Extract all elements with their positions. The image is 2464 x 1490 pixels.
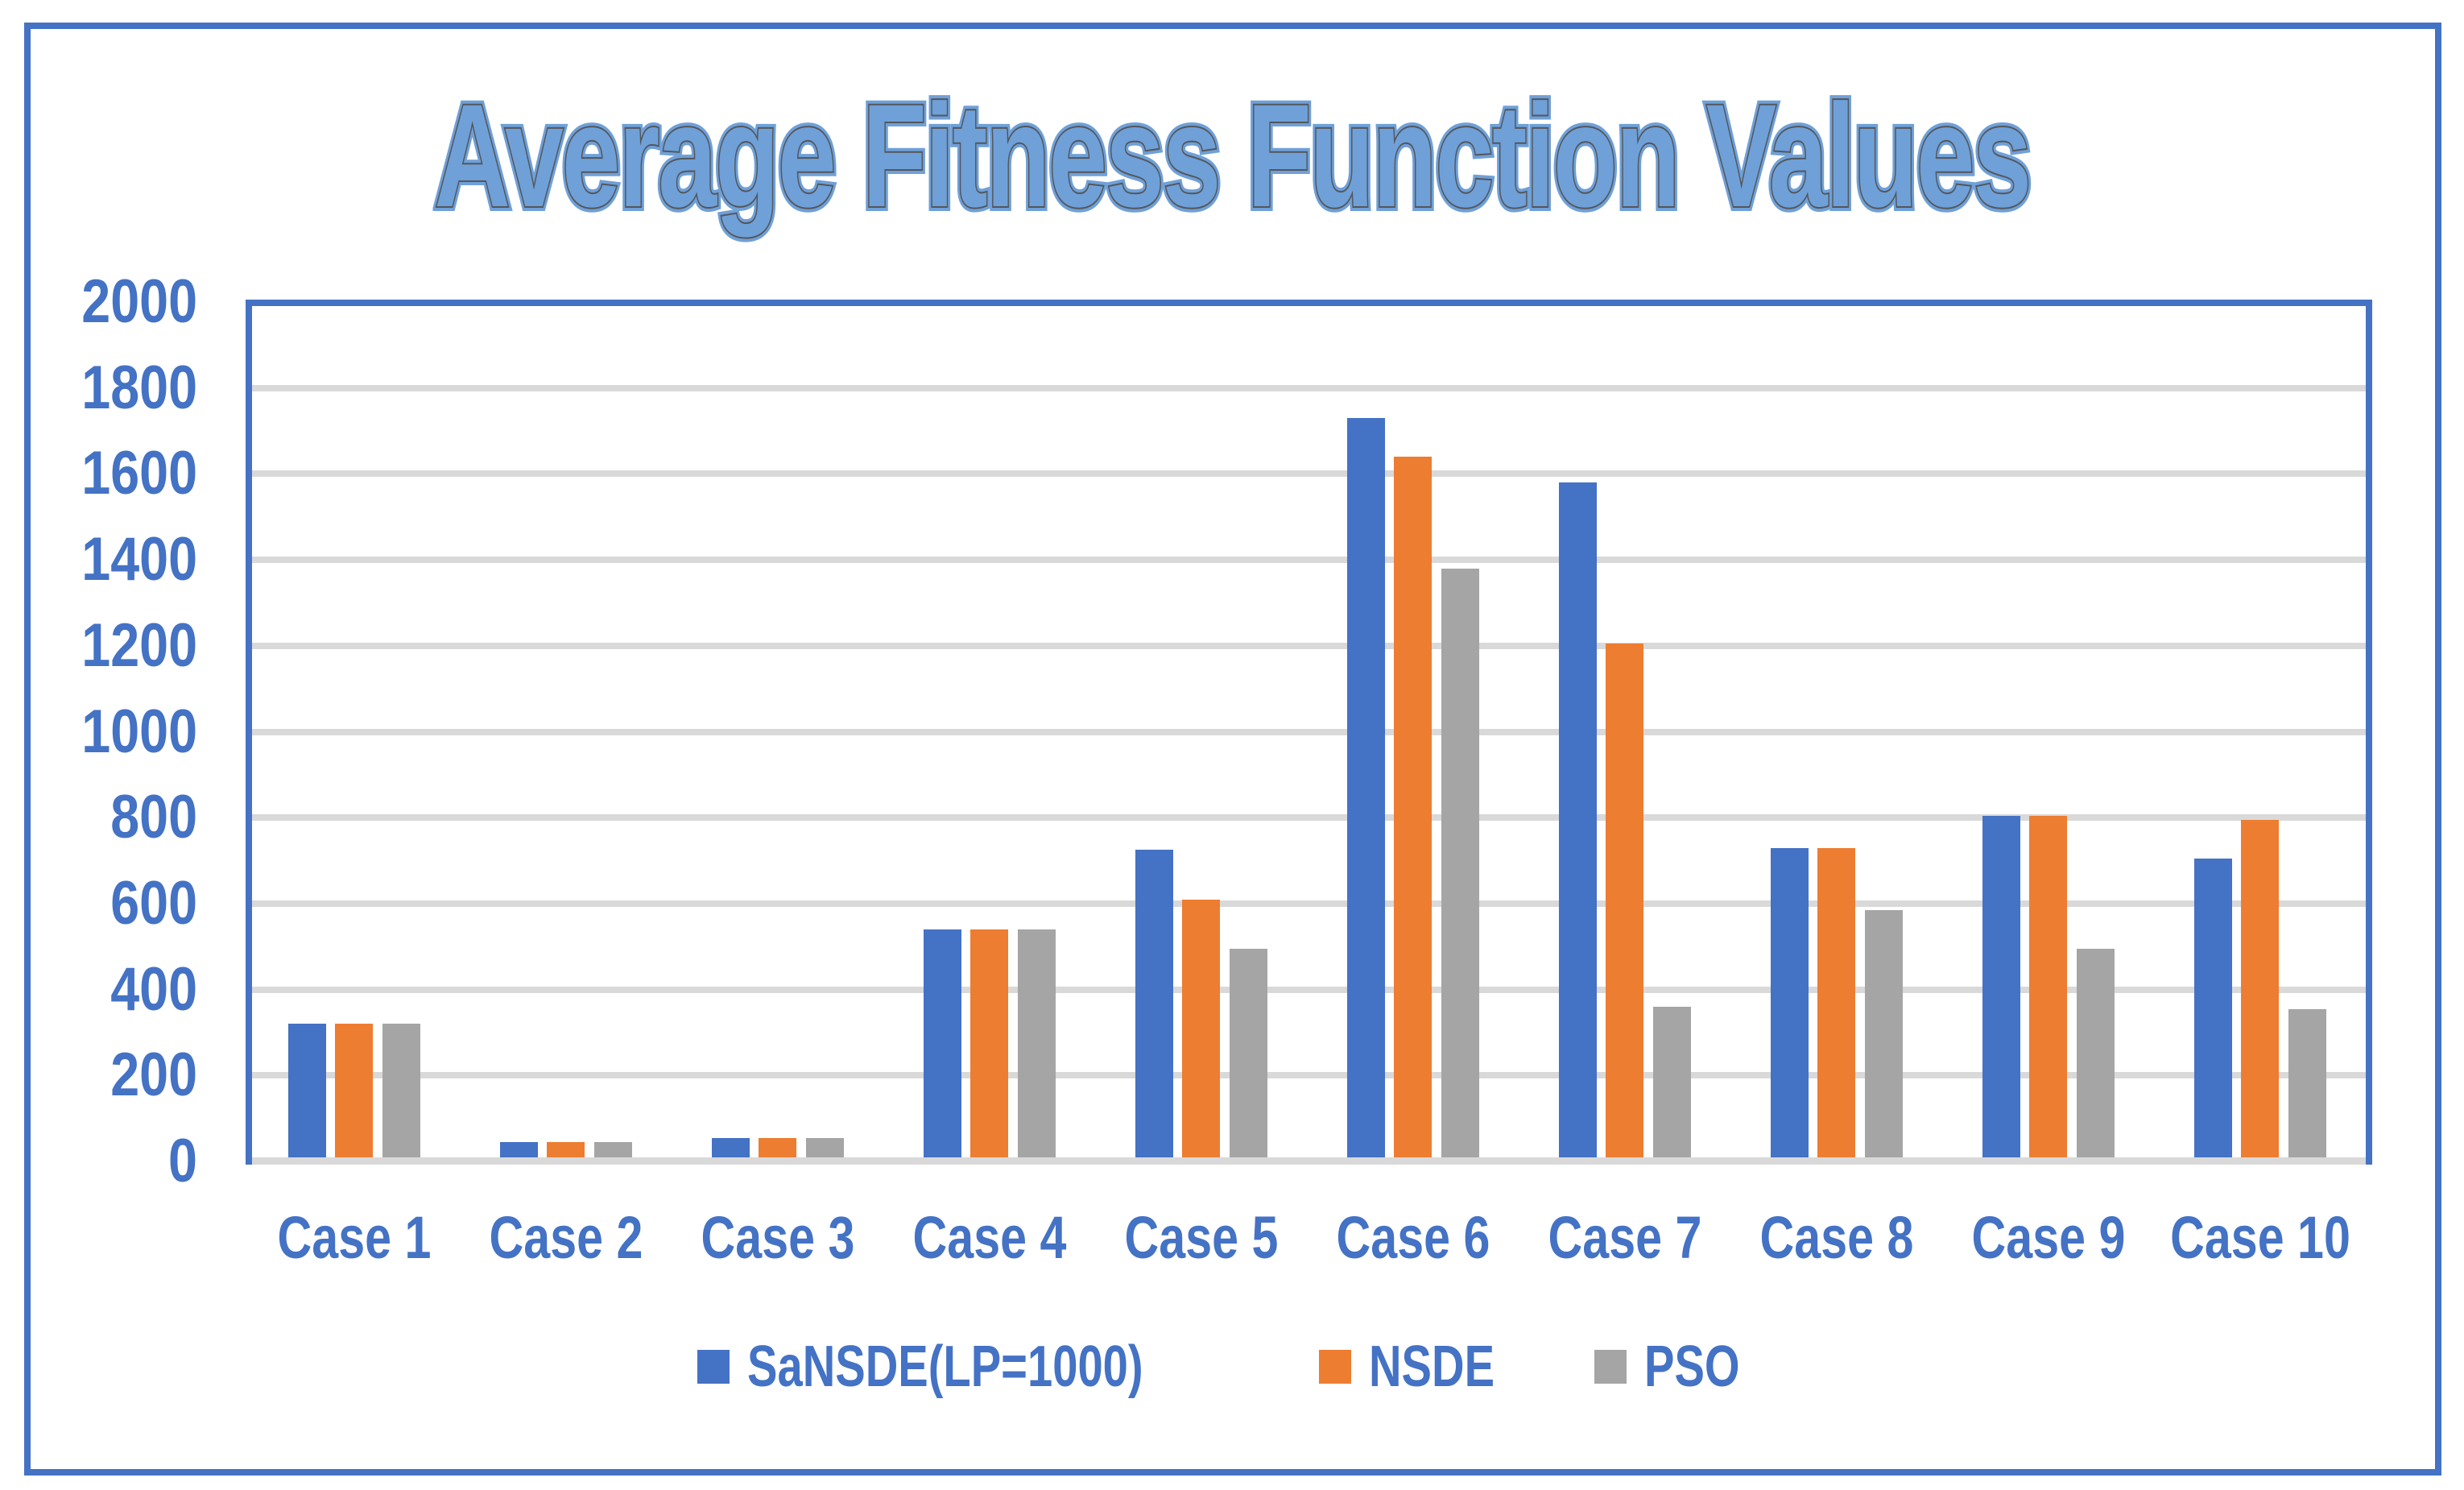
x-label-Case 8: Case 8 <box>1759 1204 1913 1271</box>
legend-label: PSO <box>1644 1335 1740 1399</box>
legend-entry-SaNSDE(LP=1000): SaNSDE(LP=1000) <box>697 1333 1255 1401</box>
y-tick-label-1800: 1800 <box>81 353 197 422</box>
chart-title-fill-layer: Average Fitness Function Values <box>434 73 2032 238</box>
gridline-1800 <box>252 384 2366 391</box>
chart-title-text: Average Fitness Function Values Average … <box>431 68 2036 242</box>
bar-NSDE-Case 6 <box>1394 457 1432 1161</box>
bar-PSO-Case 8 <box>1864 909 1903 1161</box>
gridline-1200 <box>252 642 2366 649</box>
bar-SaNSDE(LP=1000)-Case 4 <box>923 929 961 1161</box>
x-label-Case 10: Case 10 <box>2169 1204 2350 1271</box>
bar-NSDE-Case 5 <box>1182 899 1220 1161</box>
gridline-400 <box>252 986 2366 993</box>
y-tick-label-1600: 1600 <box>81 439 197 508</box>
x-label-Case 2: Case 2 <box>489 1204 643 1271</box>
bar-SaNSDE(LP=1000)-Case 8 <box>1770 847 1809 1161</box>
y-tick-label-1400: 1400 <box>81 525 197 594</box>
y-tick-label-800: 800 <box>110 783 197 852</box>
gridline-1600 <box>252 470 2366 478</box>
legend: SaNSDE(LP=1000) NSDE PSO <box>0 1331 2464 1403</box>
y-tick-label-200: 200 <box>110 1041 197 1110</box>
chart-title: Average Fitness Function Values Average … <box>0 68 2464 242</box>
bar-SaNSDE(LP=1000)-Case 6 <box>1346 418 1385 1161</box>
x-label-Case 6: Case 6 <box>1336 1204 1490 1271</box>
bar-NSDE-Case 10 <box>2241 819 2279 1161</box>
bar-PSO-Case 5 <box>1229 948 1267 1161</box>
gridline-1400 <box>252 557 2366 564</box>
x-label-Case 1: Case 1 <box>277 1204 431 1271</box>
y-tick-label-600: 600 <box>110 868 197 937</box>
legend-marker-icon <box>697 1350 730 1384</box>
y-tick-label-1200: 1200 <box>81 610 197 680</box>
bar-NSDE-Case 7 <box>1606 644 1643 1161</box>
outer-frame-border <box>24 23 2441 1476</box>
legend-entry-NSDE: NSDE <box>1319 1333 1530 1401</box>
x-label-Case 7: Case 7 <box>1548 1204 1701 1271</box>
gridline-600 <box>252 900 2366 907</box>
bar-SaNSDE(LP=1000)-Case 7 <box>1558 482 1597 1161</box>
y-tick-label-400: 400 <box>110 954 197 1024</box>
gridline-200 <box>252 1072 2366 1079</box>
bar-PSO-Case 4 <box>1017 929 1056 1161</box>
bar-PSO-Case 9 <box>2076 948 2115 1161</box>
bar-SaNSDE(LP=1000)-Case 9 <box>1982 815 2020 1161</box>
bar-PSO-Case 7 <box>1652 1006 1691 1161</box>
legend-marker-icon <box>1594 1350 1627 1384</box>
gridline-800 <box>252 814 2366 822</box>
bar-PSO-Case 6 <box>1441 568 1479 1161</box>
bar-NSDE-Case 8 <box>1817 847 1855 1161</box>
chart-title-halo-layer: Average Fitness Function Values <box>431 68 2036 242</box>
bar-PSO-Case 1 <box>382 1024 420 1161</box>
bar-SaNSDE(LP=1000)-Case 5 <box>1135 850 1173 1161</box>
y-tick-label-2000: 2000 <box>81 267 197 336</box>
gridline-1000 <box>252 728 2366 735</box>
x-label-Case 4: Case 4 <box>912 1204 1066 1271</box>
x-label-Case 5: Case 5 <box>1124 1204 1278 1271</box>
x-label-Case 3: Case 3 <box>701 1204 854 1271</box>
chart-title-outline-layer: Average Fitness Function Values <box>433 72 2033 239</box>
x-axis-line <box>246 1157 2372 1165</box>
legend-label: SaNSDE(LP=1000) <box>746 1335 1143 1399</box>
y-tick-label-0: 0 <box>168 1127 197 1195</box>
x-label-Case 9: Case 9 <box>1971 1204 2125 1271</box>
bar-NSDE-Case 9 <box>2029 815 2067 1161</box>
bar-NSDE-Case 4 <box>970 929 1008 1161</box>
bar-NSDE-Case 1 <box>335 1024 373 1161</box>
y-tick-label-1000: 1000 <box>81 697 197 766</box>
bar-PSO-Case 10 <box>2288 1008 2326 1161</box>
legend-entry-PSO: PSO <box>1594 1333 1767 1401</box>
bar-SaNSDE(LP=1000)-Case 10 <box>2193 858 2232 1161</box>
legend-label: NSDE <box>1369 1335 1495 1399</box>
bar-SaNSDE(LP=1000)-Case 1 <box>287 1024 326 1161</box>
legend-marker-icon <box>1319 1350 1352 1384</box>
